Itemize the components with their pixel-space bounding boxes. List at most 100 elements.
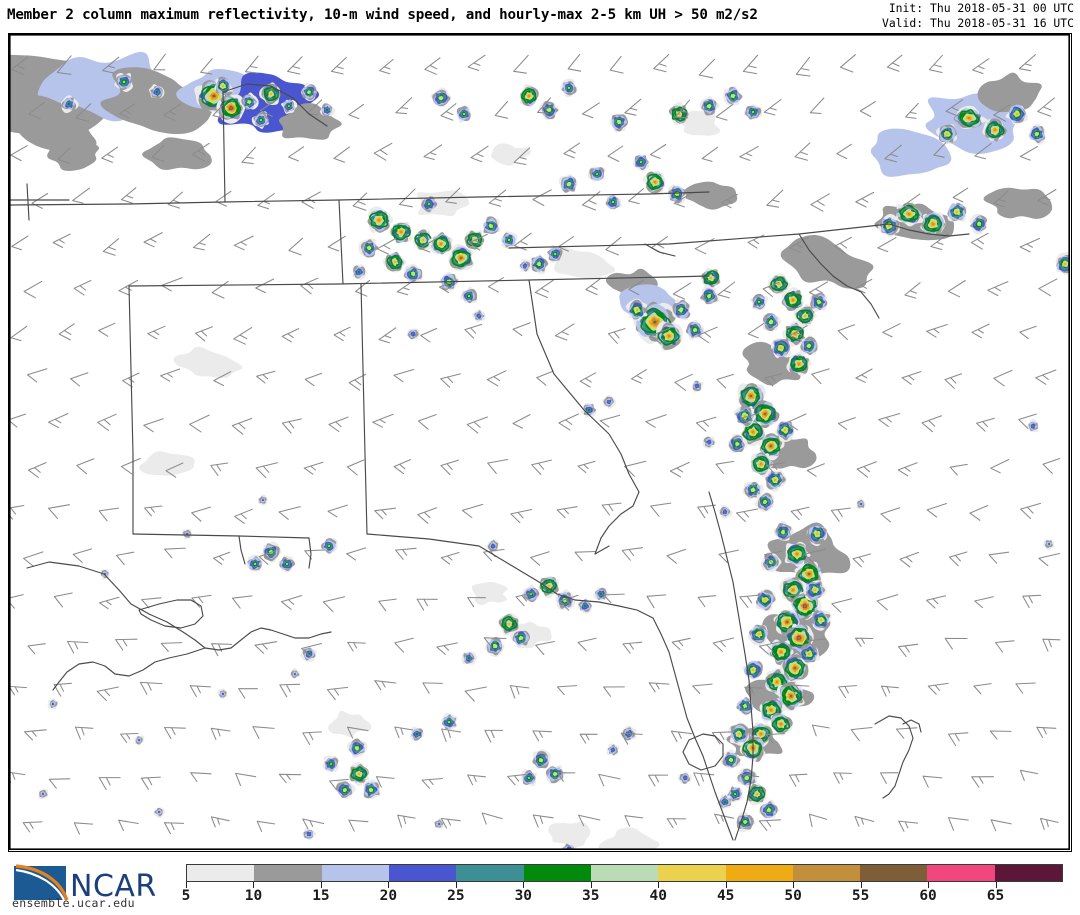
wind-barb — [880, 685, 899, 697]
wind-barb — [231, 595, 253, 609]
wind-barb — [233, 327, 253, 345]
wind-barb — [926, 502, 948, 518]
map-canvas[interactable] — [8, 33, 1072, 852]
wind-barb — [948, 551, 968, 567]
reflectivity-contour — [411, 332, 415, 336]
wind-barb — [599, 414, 621, 428]
reflectivity-contour — [789, 694, 793, 698]
wind-barb — [898, 820, 919, 832]
reflectivity-contour — [770, 320, 773, 324]
wind-barb — [394, 547, 417, 560]
wind-barb — [484, 729, 504, 743]
reflectivity-contour — [859, 503, 863, 506]
reflectivity-contour — [653, 180, 656, 184]
wind-barb — [468, 233, 488, 251]
wind-barb — [23, 280, 43, 299]
wind-barb — [53, 592, 73, 608]
wind-barb — [494, 100, 509, 119]
wind-barb — [876, 594, 899, 611]
wind-barb — [348, 103, 365, 120]
wind-barb — [990, 459, 1010, 474]
wind-barb — [971, 323, 990, 339]
wind-barb — [579, 733, 598, 744]
colorbar-segment-10 — [254, 865, 322, 881]
wind-barb — [75, 103, 92, 122]
wind-barb — [373, 142, 393, 161]
reflectivity-contour — [737, 732, 740, 736]
wind-barb — [952, 187, 969, 203]
wind-barb — [856, 461, 877, 478]
reflectivity-contour — [596, 173, 599, 176]
colorbar-tick-label: 15 — [312, 888, 330, 904]
reflectivity-contour — [781, 685, 803, 706]
wind-barb — [422, 682, 443, 694]
reflectivity-contour — [703, 270, 720, 285]
reflectivity-contour — [778, 282, 781, 286]
wind-barb — [213, 371, 232, 387]
reflectivity-contour — [468, 657, 471, 660]
colorbar-segment-25 — [456, 865, 524, 881]
wind-barb — [464, 686, 487, 702]
wind-barb — [288, 237, 304, 256]
wind-barb — [928, 54, 943, 74]
wind-barb — [897, 643, 919, 658]
wind-barb — [72, 187, 91, 204]
wind-barb — [330, 56, 347, 75]
reflectivity-contour — [760, 733, 763, 736]
wind-barb — [194, 326, 214, 342]
colorbar-segment-40 — [658, 865, 726, 881]
wind-barb — [76, 458, 95, 475]
wind-barb — [764, 373, 783, 387]
reflectivity-contour — [386, 254, 403, 270]
wind-barb — [715, 460, 735, 474]
wind-barb — [988, 551, 1010, 564]
reflectivity-contour — [785, 292, 802, 308]
reflectivity-contour — [539, 758, 542, 762]
wind-barb — [467, 54, 486, 71]
colorbar[interactable]: 5 10 15 20 25 30 35 40 45 50 55 60 65 — [182, 864, 1063, 910]
reflectivity-contour — [710, 276, 713, 279]
wind-barb — [672, 282, 692, 300]
reflectivity-contour — [507, 238, 511, 242]
reflectivity-contour — [769, 444, 773, 448]
ncar-logo[interactable]: NCAR — [6, 856, 168, 912]
wind-barb — [945, 99, 964, 117]
wind-barb — [327, 235, 346, 252]
reflectivity-contour — [293, 672, 296, 676]
wind-barb — [649, 327, 671, 344]
wind-barb — [231, 417, 253, 435]
wind-barb — [161, 277, 183, 292]
wind-barb — [854, 815, 875, 827]
wind-barb — [973, 683, 992, 695]
wind-barb — [436, 642, 458, 655]
wind-barb — [650, 502, 672, 517]
reflectivity-contour — [870, 128, 952, 177]
wind-barb — [607, 145, 624, 162]
reflectivity-field — [9, 51, 1070, 850]
wind-barb — [74, 726, 94, 740]
wind-barb — [66, 640, 89, 654]
colorbar-segment-35 — [590, 865, 659, 881]
wind-barb — [374, 680, 397, 691]
reflectivity-contour — [723, 510, 727, 514]
reflectivity-contour — [269, 92, 273, 96]
wind-barb — [673, 192, 693, 208]
wind-barb — [73, 822, 94, 835]
colorbar-segment-50 — [792, 865, 861, 881]
reflectivity-contour — [751, 668, 755, 672]
wind-barb — [513, 54, 529, 74]
wind-barb — [947, 279, 966, 298]
reflectivity-contour — [9, 95, 97, 153]
reflectivity-contour — [507, 622, 511, 626]
reflectivity-contour — [415, 732, 419, 736]
wind-barb — [1018, 413, 1037, 429]
reflectivity-contour — [439, 97, 443, 100]
reflectivity-contour — [491, 544, 495, 548]
wind-barb — [189, 414, 210, 433]
wind-barb — [976, 417, 995, 432]
wind-barb — [56, 55, 72, 75]
reflectivity-contour — [751, 488, 755, 492]
wind-barb — [144, 505, 163, 517]
wind-barb — [666, 818, 687, 829]
reflectivity-contour — [222, 85, 224, 87]
